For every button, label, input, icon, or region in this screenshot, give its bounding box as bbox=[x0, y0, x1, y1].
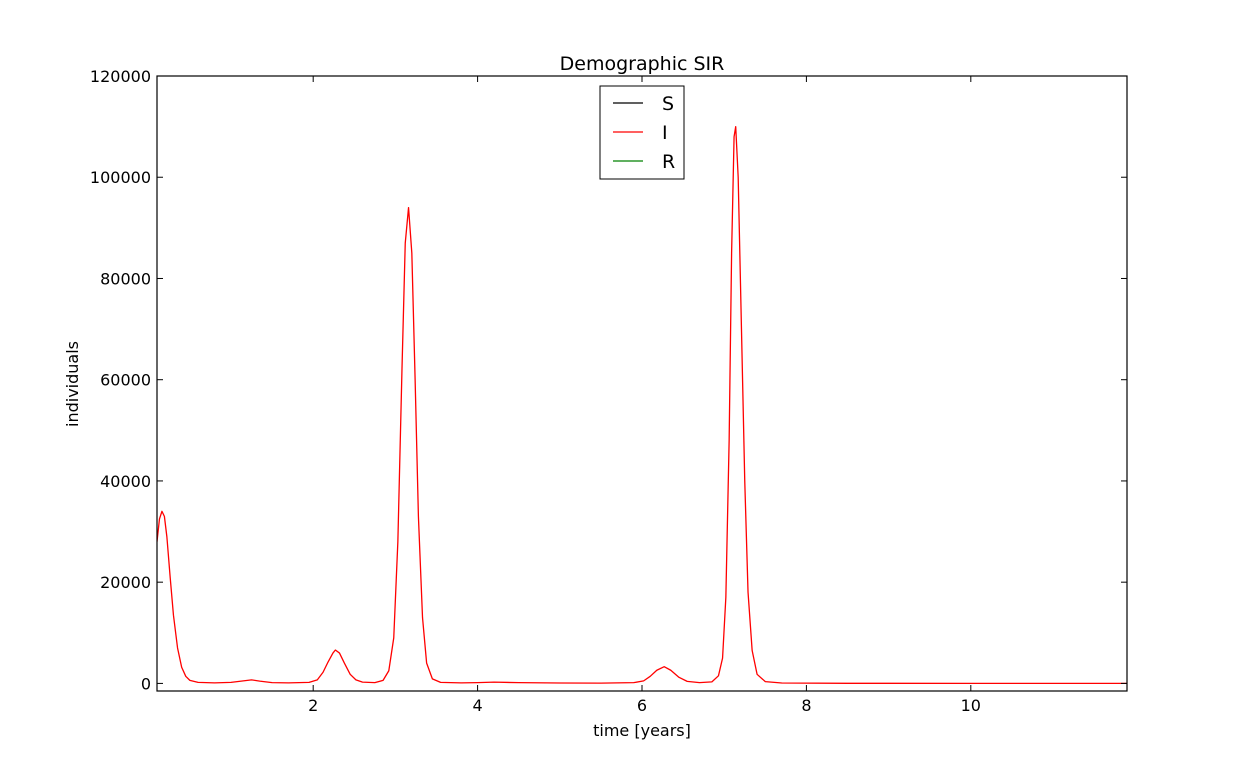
x-tick-label: 2 bbox=[308, 696, 318, 715]
y-tick-label: 40000 bbox=[100, 472, 151, 491]
y-tick-label: 120000 bbox=[90, 67, 151, 86]
y-tick-label: 60000 bbox=[100, 371, 151, 390]
x-tick-label: 6 bbox=[637, 696, 647, 715]
chart-title: Demographic SIR bbox=[560, 53, 725, 75]
y-tick-label: 20000 bbox=[100, 573, 151, 592]
legend-label-R: R bbox=[662, 151, 675, 173]
legend-label-S: S bbox=[662, 93, 674, 115]
series-lines bbox=[157, 125, 1127, 685]
x-axis-label: time [years] bbox=[593, 721, 691, 740]
x-axis: 2 4 6 8 10 bbox=[308, 76, 981, 715]
y-axis: 0 20000 40000 60000 80000 100000 120000 bbox=[90, 67, 1127, 693]
y-tick-label: 0 bbox=[141, 674, 151, 693]
series-line-I bbox=[157, 125, 1127, 685]
y-tick-label: 100000 bbox=[90, 168, 151, 187]
legend: SIR bbox=[599, 85, 685, 180]
x-tick-label: 4 bbox=[472, 696, 482, 715]
legend-label-I: I bbox=[662, 122, 668, 144]
y-axis-label: individuals bbox=[63, 341, 82, 427]
x-tick-label: 8 bbox=[801, 696, 811, 715]
y-tick-label: 80000 bbox=[100, 269, 151, 288]
x-tick-label: 10 bbox=[961, 696, 981, 715]
